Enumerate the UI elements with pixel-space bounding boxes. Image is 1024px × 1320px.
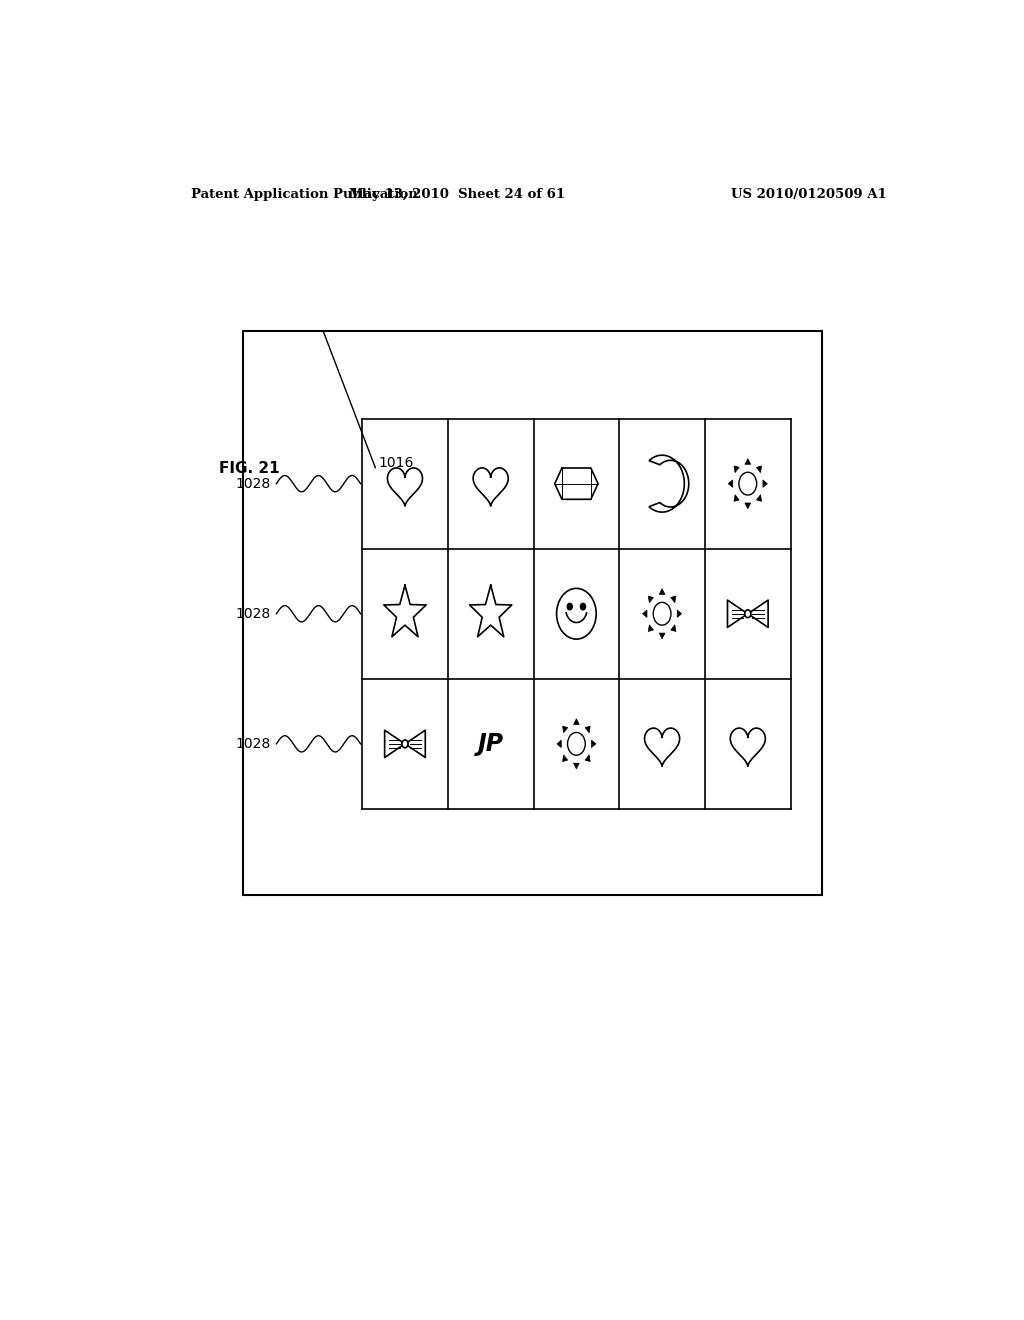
Circle shape — [567, 603, 572, 610]
Circle shape — [567, 733, 586, 755]
Polygon shape — [744, 458, 751, 465]
Text: 1016: 1016 — [378, 457, 414, 470]
Polygon shape — [728, 480, 733, 487]
Polygon shape — [744, 503, 751, 508]
Polygon shape — [557, 741, 561, 747]
Polygon shape — [671, 597, 676, 603]
Polygon shape — [592, 741, 596, 747]
Circle shape — [744, 610, 751, 618]
Circle shape — [653, 602, 671, 626]
Text: US 2010/0120509 A1: US 2010/0120509 A1 — [731, 189, 887, 202]
Polygon shape — [648, 624, 653, 631]
Text: JP: JP — [477, 731, 504, 756]
Text: Patent Application Publication: Patent Application Publication — [191, 189, 418, 202]
Polygon shape — [585, 755, 590, 762]
Text: 1028: 1028 — [236, 477, 270, 491]
Polygon shape — [659, 634, 665, 639]
Bar — [243, 331, 822, 895]
Polygon shape — [562, 755, 567, 762]
Polygon shape — [757, 495, 762, 502]
Polygon shape — [671, 624, 676, 631]
Polygon shape — [677, 610, 682, 618]
Polygon shape — [659, 589, 665, 594]
Text: 1028: 1028 — [236, 737, 270, 751]
Text: FIG. 21: FIG. 21 — [219, 461, 280, 477]
Polygon shape — [573, 763, 580, 768]
Polygon shape — [649, 455, 689, 512]
Circle shape — [581, 603, 586, 610]
Polygon shape — [757, 466, 762, 473]
Polygon shape — [562, 726, 567, 733]
Polygon shape — [763, 480, 767, 487]
Circle shape — [401, 741, 408, 747]
Polygon shape — [648, 597, 653, 603]
Polygon shape — [642, 610, 647, 618]
Polygon shape — [585, 726, 590, 733]
Text: May 13, 2010  Sheet 24 of 61: May 13, 2010 Sheet 24 of 61 — [349, 189, 565, 202]
Circle shape — [557, 589, 596, 639]
Polygon shape — [734, 466, 739, 473]
Polygon shape — [573, 719, 580, 725]
Text: 1028: 1028 — [236, 607, 270, 620]
Polygon shape — [734, 495, 739, 502]
Circle shape — [739, 473, 757, 495]
